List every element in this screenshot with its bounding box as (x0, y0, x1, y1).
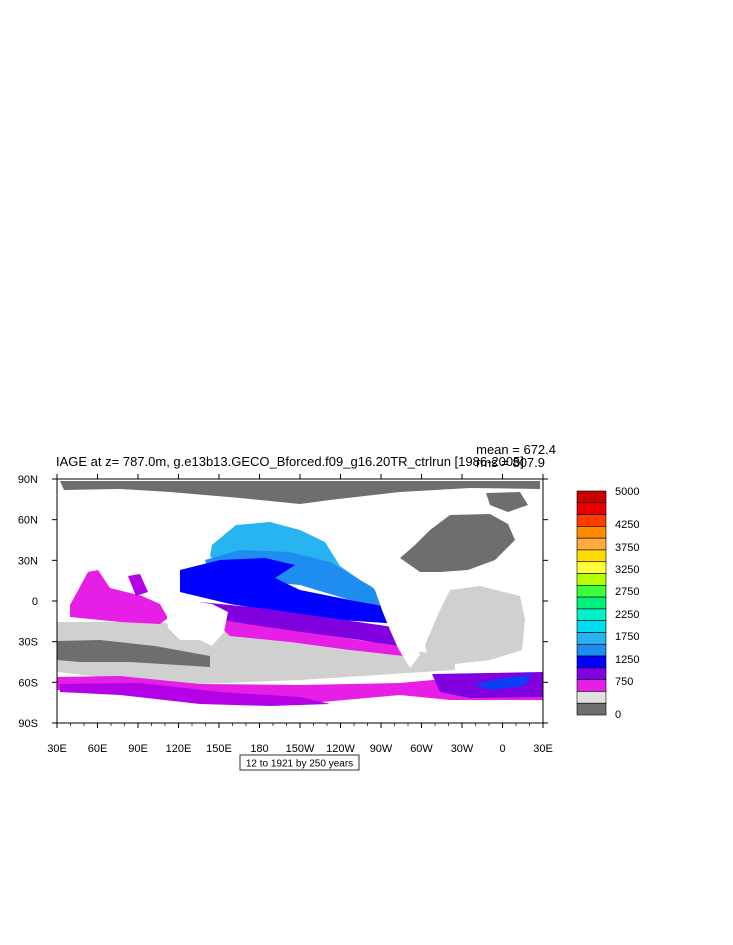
colorbar-label: 3750 (615, 542, 639, 554)
colorbar-swatch (576, 643, 607, 657)
colorbar-label: 5000 (615, 486, 639, 498)
north-atlantic-land-dark (400, 514, 515, 572)
colorbar-swatch (576, 691, 607, 704)
colorbar-label: 3250 (615, 564, 639, 576)
y-tick-label: 90N (18, 474, 38, 486)
x-tick-label: 90W (370, 743, 393, 755)
colorbar-swatch (576, 655, 607, 669)
colorbar-swatch (576, 702, 607, 716)
colorbar-swatch (576, 573, 607, 586)
y-tick-label: 60N (18, 515, 38, 527)
x-tick-label: 60E (88, 743, 108, 755)
pacific-purple-belt (200, 602, 405, 648)
x-tick-label: 30E (47, 743, 67, 755)
colorbar-label: 2750 (615, 586, 639, 598)
x-tick-label: 150W (286, 743, 315, 755)
colorbar-labels: 5000 4250 3750 3250 2750 2250 1750 1250 750 0 (615, 486, 639, 721)
colorbar-swatch (576, 608, 607, 621)
y-tick-label: 90S (18, 718, 38, 730)
southern-land-dark (57, 640, 210, 667)
southern-band-purple (60, 683, 330, 706)
colorbar-swatch (576, 561, 607, 574)
mean-text: mean = 672.4 (476, 442, 556, 457)
x-tick-label: 90E (128, 743, 148, 755)
colorbar-swatch (576, 526, 607, 539)
colorbar-swatch (576, 585, 607, 598)
contour-info-box (239, 754, 360, 771)
x-tick-label: 150E (206, 743, 232, 755)
colorbar-swatch (576, 620, 607, 633)
colorbar-swatch (576, 502, 607, 515)
x-tick-label: 120E (166, 743, 192, 755)
colorbar-label: 4250 (615, 519, 639, 531)
colorbar-swatch (576, 537, 607, 551)
colorbar-label: 2250 (615, 609, 639, 621)
y-tick-label: 60S (18, 677, 38, 689)
colorbar-swatch (576, 514, 607, 527)
colorbar-label: 1750 (615, 631, 639, 643)
x-tick-label: 60W (410, 743, 433, 755)
chart-title: IAGE at z= 787.0m, g.e13b13.GECO_Bforced… (56, 454, 524, 469)
southern-band-light (57, 622, 455, 684)
x-axis: 30E 60E 90E 120E 150E 180 150W 120W 90W 60W 30W 0 30… (47, 474, 553, 755)
y-axis: 90N 60N 30N 0 30S 60S 90S (18, 474, 548, 730)
scandinavia-land-dark (486, 492, 528, 512)
colorbar-swatch (576, 667, 607, 680)
y-tick-label: 0 (32, 596, 38, 608)
colorbar-swatch (576, 549, 607, 563)
pacific-magenta-belt (210, 618, 404, 656)
y-tick-label: 30S (18, 637, 38, 649)
x-tick-label: 30E (533, 743, 553, 755)
colorbar-label: 1250 (615, 654, 639, 666)
colorbar-label: 0 (615, 709, 621, 721)
contour-info-text: 12 to 1921 by 250 years (246, 759, 353, 770)
indian-ocean-bay-purple (128, 574, 148, 596)
south-atlantic-light (425, 586, 525, 664)
colorbar-swatch (576, 490, 607, 504)
x-tick-label: 180 (250, 743, 268, 755)
x-tick-label: 30W (451, 743, 474, 755)
colorbar-swatch (576, 679, 607, 692)
rms-text: rms = 807.9 (476, 455, 545, 470)
indian-ocean-magenta (70, 570, 168, 624)
y-tick-label: 30N (18, 555, 38, 567)
antarctica-land (57, 702, 543, 723)
australia-land (166, 600, 228, 646)
colorbar-swatch (576, 596, 607, 610)
colorbar-label: 750 (615, 676, 633, 688)
map-panel (57, 479, 543, 723)
x-tick-label: 120W (326, 743, 355, 755)
colorbar-swatch (576, 632, 607, 645)
x-tick-label: 0 (499, 743, 505, 755)
weddell-blue-patch (474, 674, 532, 690)
pacific-deep-blue (180, 558, 400, 624)
colorbar (576, 490, 607, 716)
arctic-land (60, 481, 540, 504)
